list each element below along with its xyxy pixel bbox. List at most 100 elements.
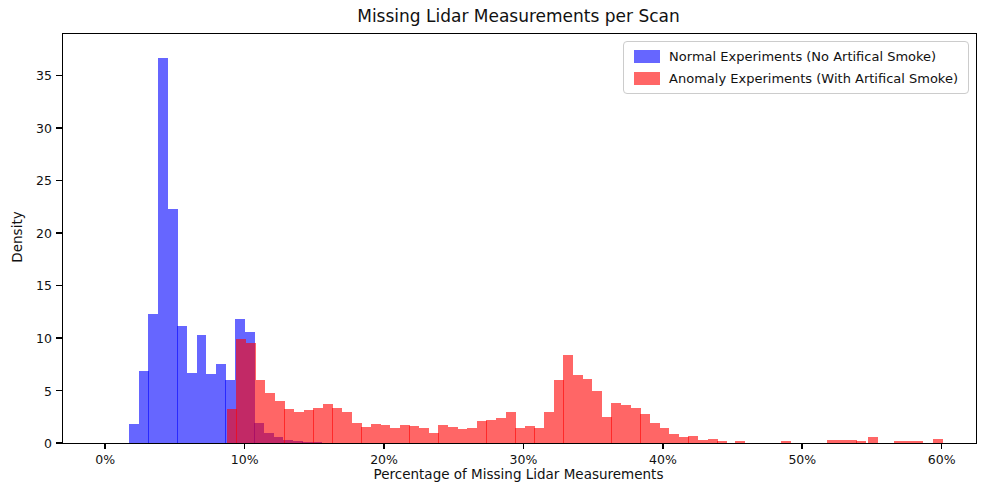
chart-title: Missing Lidar Measurements per Scan: [62, 6, 975, 26]
histogram-bar: [256, 380, 266, 443]
histogram-bar: [236, 339, 246, 443]
x-tick-mark: [104, 443, 106, 449]
histogram-bar: [554, 380, 564, 443]
histogram-bar: [361, 427, 371, 443]
histogram-bar: [544, 412, 554, 444]
y-tick-mark: [56, 442, 62, 444]
histogram-bar: [611, 403, 621, 443]
histogram-bar: [525, 426, 535, 443]
histogram-bar: [827, 440, 837, 443]
histogram-bar: [332, 408, 342, 443]
y-tick-label: 10: [36, 330, 52, 345]
histogram-bar: [294, 412, 304, 443]
histogram-bar: [650, 423, 660, 443]
histogram-bar: [496, 418, 506, 443]
histogram-bar: [304, 410, 314, 443]
legend-item-normal: Normal Experiments (No Artifical Smoke): [634, 49, 958, 64]
x-tick-label: 60%: [928, 452, 956, 467]
x-tick-mark: [662, 443, 664, 449]
y-tick-label: 5: [44, 383, 52, 398]
histogram-bar: [313, 408, 323, 443]
x-tick-mark: [941, 443, 943, 449]
plot-area: Normal Experiments (No Artifical Smoke) …: [62, 33, 977, 444]
histogram-bar: [602, 417, 612, 443]
histogram-bar: [448, 427, 458, 443]
histogram-bar: [467, 428, 477, 443]
y-tick-mark: [56, 337, 62, 339]
histogram-bar: [583, 379, 593, 443]
histogram-bar: [323, 404, 333, 443]
histogram-bar: [381, 425, 391, 443]
y-axis-label: Density: [9, 211, 25, 262]
histogram-figure: Missing Lidar Measurements per Scan Dens…: [0, 0, 1000, 500]
x-axis-label: Percentage of Missing Lidar Measurements: [62, 466, 975, 482]
histogram-bar: [708, 439, 718, 443]
histogram-bar: [429, 433, 439, 443]
histogram-bar: [275, 401, 285, 443]
x-tick-mark: [244, 443, 246, 449]
y-tick-mark: [56, 232, 62, 234]
histogram-bar: [458, 429, 468, 443]
y-tick-label: 0: [44, 436, 52, 451]
histogram-bar: [409, 426, 419, 443]
histogram-bar: [717, 441, 727, 443]
y-tick-label: 15: [36, 278, 52, 293]
histogram-bar: [847, 440, 857, 443]
histogram-bar: [735, 441, 745, 443]
normal-series-swatch: [634, 50, 660, 63]
anomaly-series-layer: [63, 34, 976, 443]
histogram-bar: [856, 441, 866, 443]
histogram-bar: [573, 375, 583, 443]
histogram-bar: [904, 441, 914, 443]
histogram-bar: [669, 434, 679, 443]
histogram-bar: [894, 441, 904, 443]
histogram-bar: [352, 423, 362, 443]
y-tick-mark: [56, 180, 62, 182]
legend: Normal Experiments (No Artifical Smoke) …: [623, 41, 969, 94]
x-tick-label: 10%: [231, 452, 259, 467]
histogram-bar: [640, 414, 650, 443]
histogram-bar: [679, 437, 689, 443]
histogram-bar: [477, 421, 487, 443]
histogram-bar: [837, 440, 847, 443]
histogram-bar: [265, 393, 275, 443]
histogram-bar: [563, 355, 573, 443]
histogram-bar: [486, 420, 496, 443]
histogram-bar: [534, 428, 544, 443]
x-tick-mark: [523, 443, 525, 449]
y-tick-label: 25: [36, 173, 52, 188]
histogram-bar: [660, 428, 670, 443]
histogram-bar: [515, 428, 525, 443]
legend-label-normal: Normal Experiments (No Artifical Smoke): [669, 49, 936, 64]
y-tick-mark: [56, 75, 62, 77]
x-tick-label: 40%: [649, 452, 677, 467]
y-tick-label: 20: [36, 225, 52, 240]
histogram-bar: [227, 409, 237, 443]
histogram-bar: [400, 425, 410, 443]
histogram-bar: [914, 441, 924, 443]
histogram-bar: [246, 343, 256, 443]
histogram-bar: [868, 437, 878, 443]
x-tick-label: 50%: [788, 452, 816, 467]
y-tick-mark: [56, 127, 62, 129]
legend-item-anomaly: Anomaly Experiments (With Artifical Smok…: [634, 71, 958, 86]
histogram-bar: [631, 408, 641, 443]
histogram-bar: [781, 441, 791, 443]
histogram-bar: [688, 436, 698, 443]
histogram-bar: [592, 391, 602, 444]
x-tick-mark: [801, 443, 803, 449]
histogram-bar: [371, 424, 381, 443]
histogram-bar: [390, 428, 400, 443]
histogram-bar: [698, 440, 708, 443]
legend-label-anomaly: Anomaly Experiments (With Artifical Smok…: [669, 71, 958, 86]
x-tick-label: 0%: [95, 452, 115, 467]
histogram-bar: [506, 412, 516, 444]
anomaly-series-swatch: [634, 72, 660, 85]
y-tick-mark: [56, 285, 62, 287]
histogram-bar: [438, 425, 448, 443]
histogram-bar: [284, 409, 294, 443]
x-tick-mark: [383, 443, 385, 449]
histogram-bar: [621, 405, 631, 443]
y-tick-label: 35: [36, 68, 52, 83]
y-tick-mark: [56, 390, 62, 392]
